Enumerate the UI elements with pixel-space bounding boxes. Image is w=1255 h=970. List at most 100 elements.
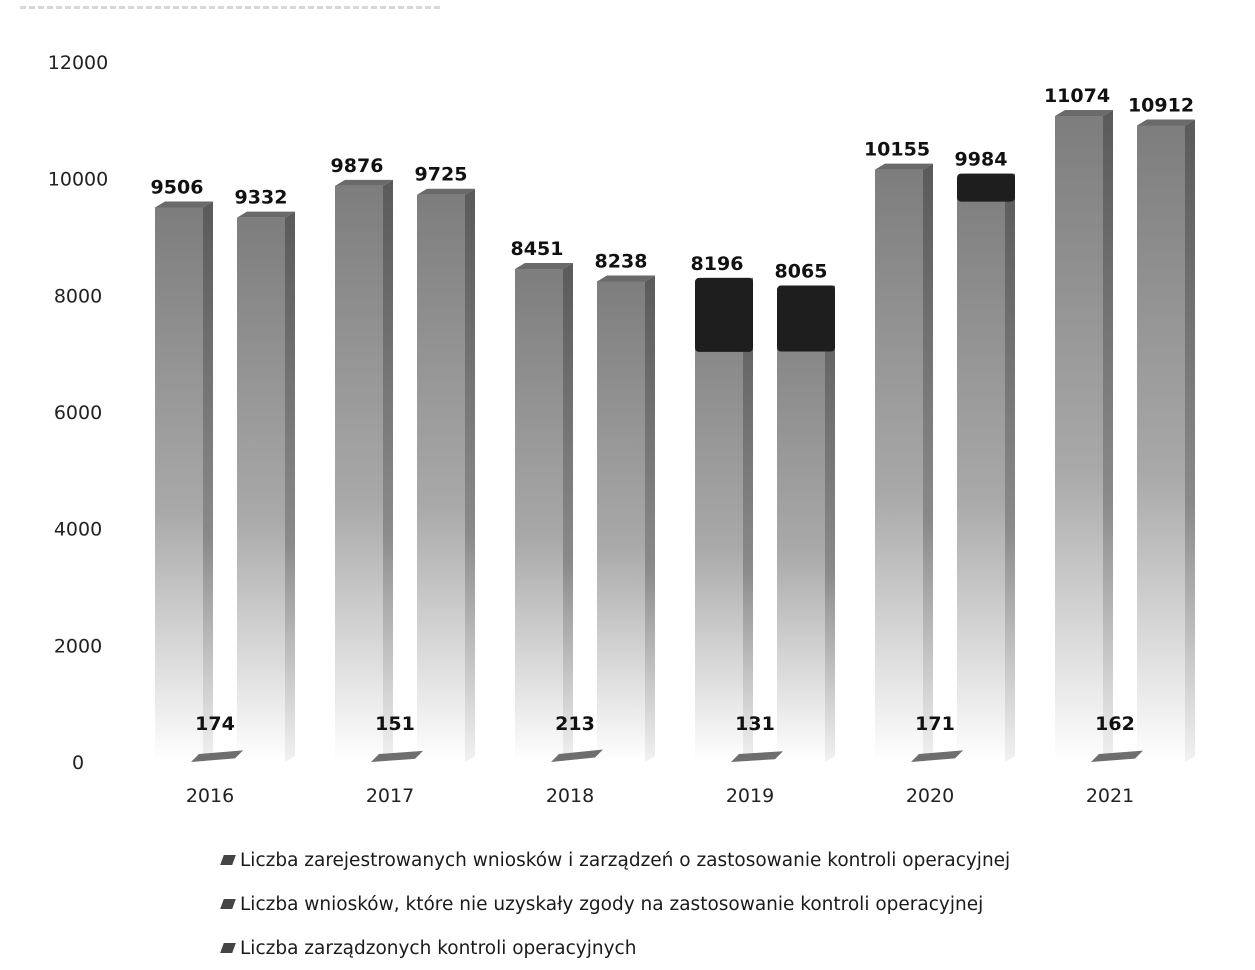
bar-face — [1055, 116, 1103, 763]
bar-top — [875, 163, 933, 170]
bar-top — [1055, 110, 1113, 117]
bar-top — [335, 179, 393, 186]
data-label-series-2: 213 — [555, 713, 595, 735]
data-label-series-3: 8065 — [775, 261, 828, 283]
small-bar-face — [731, 751, 783, 762]
bar-dark-patch — [695, 277, 753, 352]
y-tick-label: 10000 — [48, 169, 108, 191]
bar-dark-patch — [957, 173, 1015, 202]
x-tick-label: 2019 — [726, 785, 774, 807]
bar-series-3 — [957, 173, 1015, 763]
bar-face — [1137, 125, 1185, 762]
bar-series-2 — [371, 750, 423, 762]
data-label-series-3: 10912 — [1128, 94, 1194, 116]
legend: Liczba zarejestrowanych wniosków i zarzą… — [220, 838, 1011, 970]
bar-top — [1137, 119, 1195, 126]
bar-series-3 — [597, 275, 655, 762]
data-label-series-2: 131 — [735, 713, 775, 735]
small-bar-face — [191, 750, 243, 762]
bar-side — [1185, 119, 1195, 762]
bar-side — [825, 285, 835, 762]
data-label-series-1: 11074 — [1044, 85, 1110, 107]
bar-side — [1005, 173, 1015, 763]
bar-face — [777, 291, 825, 762]
chart-plot: 0 2000 4000 6000 8000 10000 12000 9506 9332 174 9… — [48, 52, 1195, 807]
x-tick-label: 2021 — [1086, 785, 1134, 807]
y-tick-label: 6000 — [54, 402, 102, 424]
data-label-series-1: 10155 — [864, 139, 930, 161]
data-label-series-1: 9876 — [331, 155, 384, 177]
bar-series-1 — [155, 201, 213, 762]
y-tick-label: 8000 — [54, 285, 102, 307]
bar-series-1 — [335, 179, 393, 762]
bar-series-1 — [875, 163, 933, 762]
y-tick-label: 2000 — [54, 635, 102, 657]
bar-side — [645, 275, 655, 762]
bar-side — [203, 201, 213, 762]
y-tick-label: 0 — [72, 752, 84, 774]
data-label-series-1: 8196 — [691, 253, 744, 275]
small-bar-face — [1091, 750, 1143, 762]
bar-side — [923, 163, 933, 762]
x-tick-label: 2018 — [546, 785, 594, 807]
data-label-series-3: 9984 — [955, 149, 1008, 171]
data-label-series-3: 8238 — [595, 250, 648, 272]
bar-side — [1103, 110, 1113, 763]
bar-series-2 — [1091, 750, 1143, 762]
bar-series-2 — [911, 750, 963, 762]
legend-label: Liczba zarządzonych kontroli operacyjnyc… — [240, 937, 637, 959]
x-tick-label: 2017 — [366, 785, 414, 807]
bar-side — [465, 188, 475, 763]
bar-top — [417, 188, 475, 195]
bar-top — [155, 201, 213, 208]
legend-item-ordered: Liczba zarządzonych kontroli operacyjnyc… — [220, 926, 1010, 970]
bar-face — [335, 185, 383, 762]
legend-item-rejected: Liczba wniosków, które nie uzyskały zgod… — [220, 882, 1010, 926]
legend-label: Liczba zarejestrowanych wniosków i zarzą… — [240, 849, 1011, 871]
legend-item-registered: Liczba zarejestrowanych wniosków i zarzą… — [220, 838, 1011, 882]
bar-side — [743, 277, 753, 762]
bar-face — [237, 217, 285, 763]
bar-series-3 — [417, 188, 475, 763]
data-label-series-2: 151 — [375, 713, 415, 735]
bar-face — [515, 269, 563, 762]
scan-artifact — [20, 6, 440, 9]
bar-series-3 — [1137, 119, 1195, 762]
bar-top — [515, 263, 573, 270]
x-tick-label: 2020 — [906, 785, 954, 807]
bar-face — [695, 283, 743, 762]
legend-swatch-icon — [220, 943, 236, 953]
bar-top — [237, 211, 295, 218]
bar-face — [875, 169, 923, 762]
bar-series-2 — [551, 749, 603, 762]
y-tick-label: 12000 — [48, 52, 108, 74]
x-tick-label: 2016 — [186, 785, 234, 807]
legend-label: Liczba wniosków, które nie uzyskały zgod… — [240, 893, 984, 915]
data-label-series-3: 9332 — [235, 187, 288, 209]
bar-face — [957, 179, 1005, 763]
bar-face — [417, 194, 465, 763]
bar-series-1 — [1055, 110, 1113, 763]
bar-face — [597, 281, 645, 762]
bar-series-1 — [695, 277, 753, 762]
bar-top — [597, 275, 655, 282]
data-label-series-2: 174 — [195, 713, 235, 735]
bar-series-3 — [237, 211, 295, 763]
legend-swatch-icon — [220, 855, 236, 865]
data-label-series-3: 9725 — [415, 164, 468, 186]
bar-side — [383, 179, 393, 762]
bar-face — [155, 207, 203, 762]
data-label-series-2: 171 — [915, 713, 955, 735]
data-label-series-1: 9506 — [151, 176, 204, 198]
legend-swatch-icon — [220, 899, 236, 909]
bar-dark-patch — [777, 285, 835, 352]
bar-series-2 — [191, 750, 243, 762]
bar-series-2 — [731, 751, 783, 762]
small-bar-face — [911, 750, 963, 762]
data-label-series-1: 8451 — [511, 238, 564, 260]
data-label-series-2: 162 — [1095, 713, 1135, 735]
bar-side — [285, 211, 295, 763]
y-tick-label: 4000 — [54, 519, 102, 541]
bar-side — [563, 263, 573, 762]
